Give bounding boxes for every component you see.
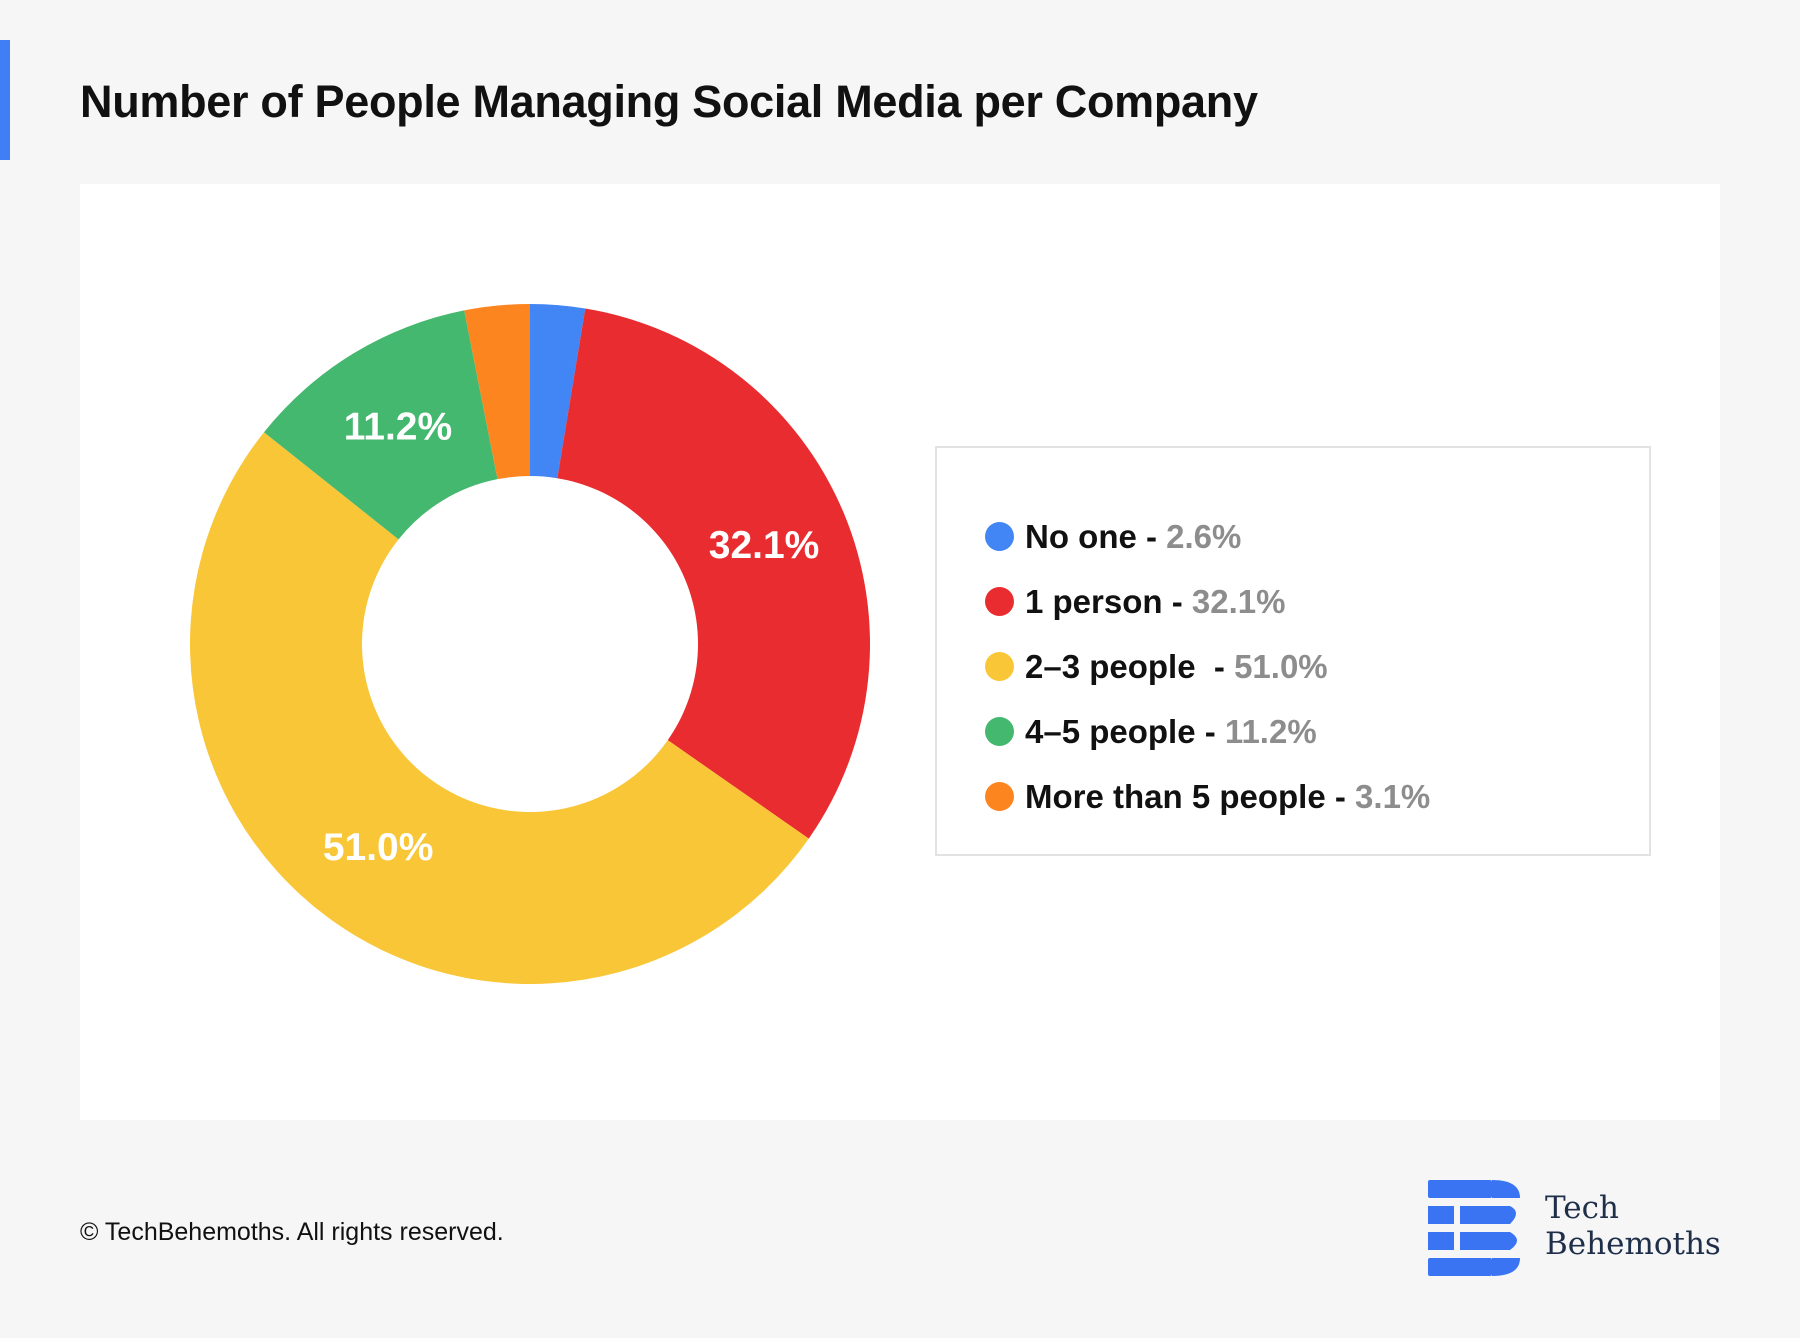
legend-value: 2.6% [1166,517,1242,555]
legend-item: More than 5 people - 3.1% [985,764,1649,829]
legend-separator: - [1162,582,1192,620]
legend-separator: - [1136,517,1167,555]
legend-label: 4–5 people [1025,712,1196,750]
brand-wordmark: Tech Behemoths [1545,1190,1721,1262]
legend-separator: - [1195,712,1225,750]
donut-slices [189,304,870,985]
donut-slice-1-person [557,308,870,839]
donut-slice-more-than-5-people [464,304,530,480]
legend-item: 1 person - 32.1% [985,569,1649,634]
legend-label: More than 5 people [1025,777,1326,815]
brand-wordmark-line-2: Behemoths [1545,1226,1721,1262]
legend-separator: - [1325,777,1356,815]
donut-chart: 32.1% 51.0% 11.2% [189,304,870,985]
data-label-2-3-people: 51.0% [323,826,434,869]
legend-swatch-more-than-5-people [985,782,1014,811]
brand-wordmark-line-1: Tech [1545,1190,1619,1226]
donut-slice-labels: 32.1% 51.0% 11.2% [323,406,820,870]
chart-legend: No one - 2.6% 1 person - 32.1% 2–3 peopl… [935,446,1651,856]
donut-slice-no-one [530,304,586,479]
legend-swatch-2-3-people [985,652,1014,681]
legend-label: 1 person [1025,582,1163,620]
legend-swatch-1-person [985,587,1014,616]
legend-label: No one [1025,517,1137,555]
legend-swatch-no-one [985,522,1014,551]
donut-slice-4-5-people [263,310,498,540]
copyright-notice: © TechBehemoths. All rights reserved. [80,1218,504,1246]
legend-item: No one - 2.6% [985,504,1649,569]
legend-label: 2–3 people [1025,647,1196,685]
legend-item: 2–3 people - 51.0% [985,634,1649,699]
page-title: Number of People Managing Social Media p… [80,76,1258,127]
legend-item: 4–5 people - 11.2% [985,699,1649,764]
data-label-1-person: 32.1% [709,524,820,567]
techbehemoths-logo-icon [1428,1180,1520,1276]
legend-swatch-4-5-people [985,717,1014,746]
title-accent-bar [0,40,10,160]
legend-value: 3.1% [1355,777,1431,815]
chart-card: 32.1% 51.0% 11.2% No one - 2.6% 1 person -… [80,184,1720,1120]
legend-separator: - [1195,647,1235,685]
data-label-4-5-people: 11.2% [344,406,452,449]
legend-value: 32.1% [1191,582,1286,620]
legend-value: 11.2% [1224,712,1317,750]
legend-value: 51.0% [1234,647,1328,685]
donut-slice-2-3-people [189,432,809,985]
